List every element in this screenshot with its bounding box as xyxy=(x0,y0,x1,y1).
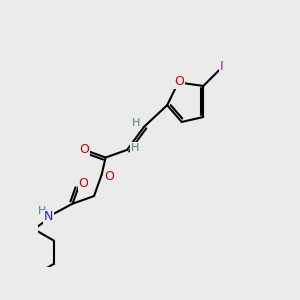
Text: H: H xyxy=(130,142,139,152)
Text: I: I xyxy=(219,60,223,73)
Text: O: O xyxy=(78,177,88,190)
Text: O: O xyxy=(79,143,89,156)
Text: N: N xyxy=(44,210,53,223)
Text: H: H xyxy=(132,118,141,128)
Text: H: H xyxy=(38,206,46,217)
Text: O: O xyxy=(104,170,114,183)
Text: O: O xyxy=(174,75,184,88)
